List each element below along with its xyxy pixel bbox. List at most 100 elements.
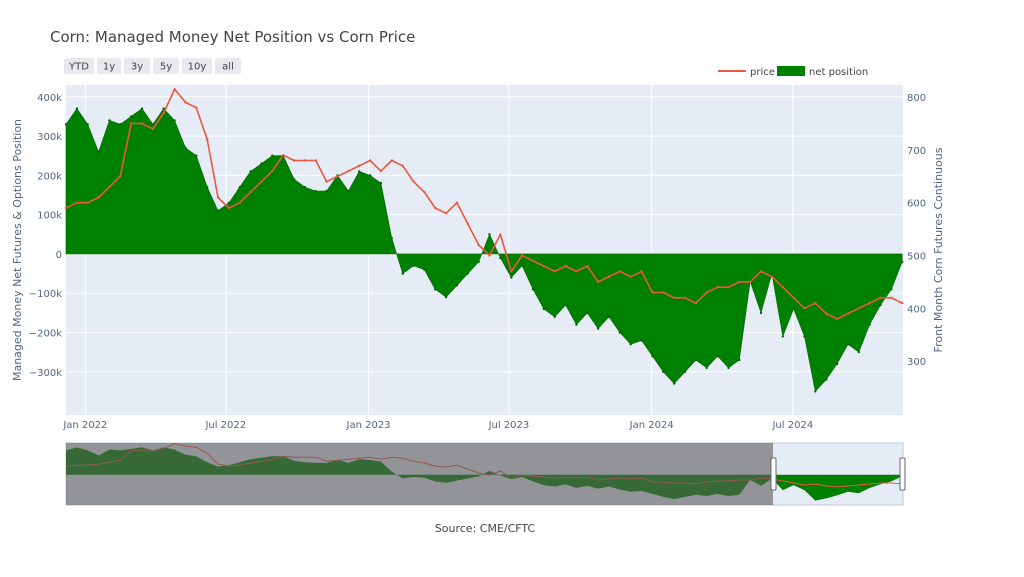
range-slider-right-handle[interactable]	[899, 457, 906, 491]
net-position-point	[673, 382, 676, 385]
net-position-point	[770, 272, 774, 275]
price-point	[651, 291, 654, 294]
y-left-tick-label: 100k	[37, 211, 62, 222]
x-tick-label: Jan 2022	[62, 420, 107, 431]
net-position-point	[206, 185, 209, 189]
price-point	[314, 159, 317, 162]
range-button-all[interactable]: all	[215, 58, 241, 74]
price-point	[282, 154, 285, 157]
net-position-point	[86, 123, 89, 126]
price-point	[499, 233, 502, 236]
y-left-tick-label: −300k	[29, 368, 62, 379]
net-position-point	[629, 343, 632, 346]
price-point	[368, 159, 372, 162]
price-point	[553, 270, 556, 273]
legend: price net position	[718, 66, 868, 78]
legend-net-position-label: net position	[809, 67, 868, 78]
price-point	[542, 264, 545, 268]
y-right-axis-title: Front Month Corn Futures Continuous	[932, 147, 945, 352]
range-button-ytd[interactable]: YTD	[64, 58, 94, 74]
price-point	[292, 159, 296, 162]
net-position-point	[151, 123, 155, 126]
price-point	[618, 270, 622, 273]
range-slider[interactable]	[65, 442, 906, 506]
price-point	[814, 301, 817, 305]
price-point	[607, 275, 611, 278]
chart-marks	[64, 88, 904, 393]
net-position-point	[716, 354, 719, 358]
range-button-10y[interactable]: 10y	[182, 58, 212, 74]
source-caption: Source: CME/CFTC	[435, 522, 536, 535]
net-position-point	[216, 209, 220, 212]
net-position-point	[477, 260, 480, 263]
price-point	[347, 169, 350, 173]
price-line	[65, 88, 903, 320]
price-point	[140, 122, 144, 125]
price-point	[303, 159, 307, 162]
net-position-point	[879, 303, 882, 307]
net-position-point	[466, 272, 469, 275]
net-position-point	[586, 311, 589, 315]
net-position-point	[368, 174, 372, 177]
range-selector: YTD 1y 3y 5y 10y all	[64, 58, 241, 74]
net-position-point	[835, 362, 839, 366]
net-position-point	[651, 354, 654, 358]
net-position-point	[390, 237, 393, 240]
price-point	[390, 159, 393, 162]
net-position-point	[249, 170, 252, 173]
price-point	[184, 101, 187, 104]
y-right-tick-label: 600	[907, 199, 926, 210]
price-point	[825, 312, 828, 315]
y-right-tick-label: 500	[907, 252, 926, 263]
price-point	[216, 196, 220, 199]
range-slider-left-handle[interactable]	[770, 457, 777, 491]
net-position-point	[607, 315, 611, 318]
net-position-point	[738, 358, 741, 362]
y-left-tick-label: −200k	[29, 329, 62, 340]
net-position-point	[803, 335, 806, 338]
price-point	[195, 106, 198, 109]
net-position-point	[325, 189, 328, 193]
price-point	[412, 180, 415, 183]
price-point	[564, 264, 567, 268]
net-position-point	[694, 358, 698, 362]
range-button-3y[interactable]: 3y	[124, 58, 150, 74]
price-point	[662, 291, 665, 294]
range-button-label: 10y	[188, 62, 207, 73]
net-position-point	[564, 303, 567, 307]
price-point	[694, 301, 698, 305]
net-position-point	[140, 107, 144, 110]
net-position-point	[260, 162, 263, 165]
net-position-point	[238, 185, 241, 189]
price-point	[531, 259, 535, 262]
net-position-point	[108, 119, 111, 122]
price-point	[249, 191, 252, 194]
legend-item-price[interactable]: price	[718, 67, 775, 78]
range-button-1y[interactable]: 1y	[97, 58, 121, 74]
legend-item-net-position[interactable]: net position	[777, 66, 868, 78]
net-position-point	[195, 154, 198, 157]
net-position-point	[705, 366, 708, 370]
net-position-point	[347, 189, 350, 193]
price-point	[803, 307, 806, 310]
net-position-point	[488, 233, 491, 236]
net-position-point	[434, 288, 437, 291]
price-point	[629, 275, 632, 278]
price-point	[857, 307, 860, 310]
net-position-point	[173, 119, 176, 122]
price-point	[596, 280, 600, 284]
net-position-point	[97, 150, 100, 153]
price-point	[683, 296, 687, 299]
net-position-point	[825, 378, 828, 381]
x-tick-label: Jul 2023	[488, 420, 530, 431]
price-point	[879, 296, 882, 299]
net-position-point	[542, 307, 545, 311]
range-button-5y[interactable]: 5y	[153, 58, 179, 74]
net-position-point	[412, 264, 415, 267]
x-tick-labels: Jan 2022 Jul 2022 Jan 2023 Jul 2023 Jan 2024…	[62, 420, 813, 431]
price-point	[520, 254, 524, 257]
price-point	[890, 296, 893, 299]
price-point	[227, 206, 231, 210]
net-position-point	[520, 264, 524, 267]
